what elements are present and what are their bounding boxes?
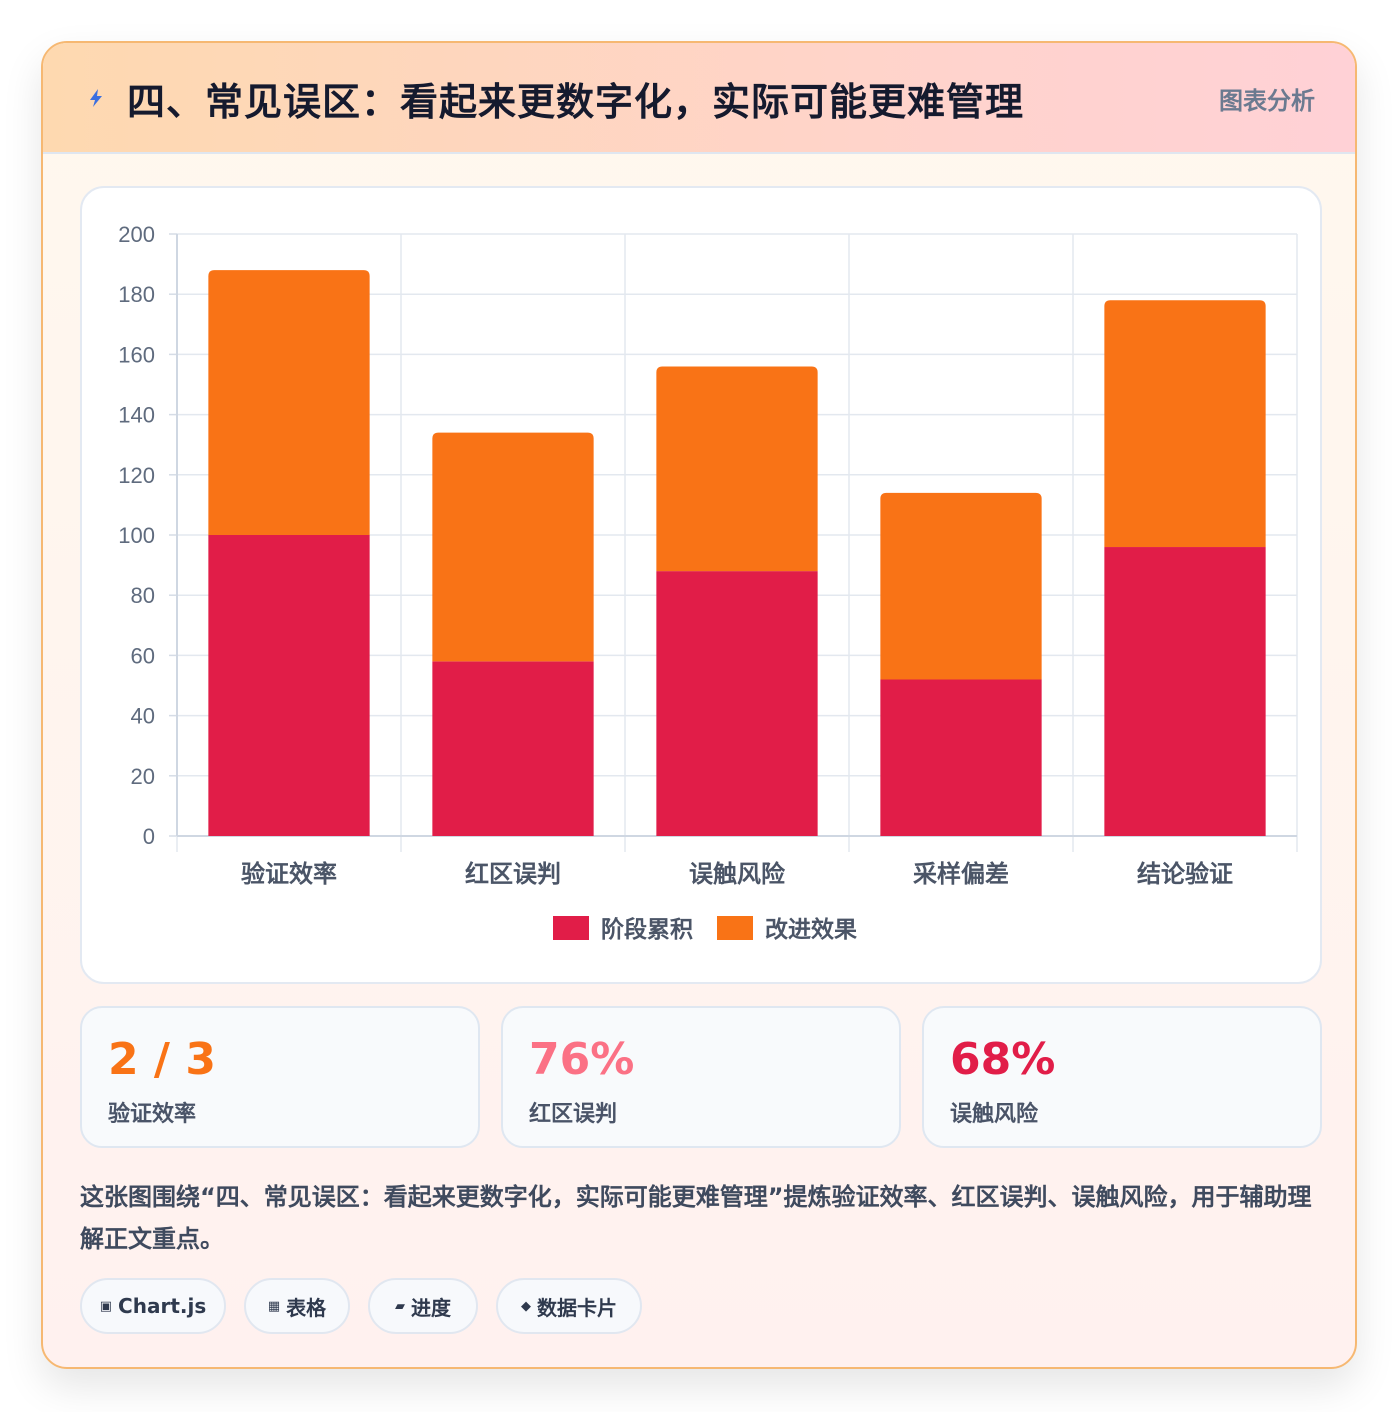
x-tick-label: 结论验证 (1137, 860, 1233, 888)
bar-improve (432, 432, 594, 662)
chart-summary: 这张图围绕“四、常见误区：看起来更数字化，实际可能更难管理”提炼验证效率、红区误… (80, 1183, 1312, 1253)
bar-stage (1104, 547, 1266, 836)
chip-data-card[interactable]: ◆ 数据卡片 (496, 1278, 642, 1334)
x-tick-label: 误触风险 (689, 860, 786, 888)
bar-improve (880, 492, 1042, 680)
chart-analysis-tag: 图表分析 (1219, 87, 1315, 115)
y-tick-label: 80 (131, 583, 155, 608)
stat-card-2: 76% 红区误判 (501, 1006, 901, 1148)
stat-value: 76% (529, 1034, 635, 1085)
stacked-bar-chart: 0 20 40 60 80 100 120 140 160 180 200 验证效率 红区误判 误触风险 采… (118, 222, 1298, 943)
stat-label: 验证效率 (108, 1102, 197, 1127)
stat-label: 红区误判 (529, 1102, 618, 1127)
bar-improve (656, 366, 818, 572)
x-tick-label: 红区误判 (465, 860, 561, 888)
y-tick-label: 160 (118, 342, 155, 367)
bar-improve (1104, 300, 1266, 548)
y-tick-label: 20 (131, 764, 155, 789)
chip-label: 数据卡片 (537, 1295, 617, 1320)
chip-label: 表格 (286, 1295, 327, 1320)
legend-label: 阶段累积 (601, 916, 693, 943)
y-tick-label: 0 (143, 824, 155, 849)
lightning-icon (90, 89, 102, 107)
legend-swatch (553, 916, 589, 940)
bar-stage (880, 679, 1042, 836)
progress-icon: ▰ (395, 1298, 405, 1314)
chip-chartjs[interactable]: ▣ Chart.js (80, 1278, 226, 1334)
bar-stage (432, 661, 594, 836)
chip-label: Chart.js (118, 1294, 207, 1318)
stat-card-1: 2 / 3 验证效率 (80, 1006, 480, 1148)
y-tick-label: 60 (131, 643, 155, 668)
chip-table[interactable]: ▦ 表格 (244, 1278, 350, 1334)
y-tick-label: 120 (118, 463, 155, 488)
bar-improve (208, 270, 370, 535)
y-tick-label: 40 (131, 704, 155, 729)
x-tick-label: 验证效率 (241, 860, 337, 888)
stat-label: 误触风险 (950, 1102, 1039, 1127)
bar-stage (208, 535, 370, 836)
x-tick-label: 采样偏差 (913, 860, 1009, 888)
legend-label: 改进效果 (765, 916, 857, 943)
stat-value: 2 / 3 (108, 1034, 216, 1085)
chart-card: 四、常见误区：看起来更数字化，实际可能更难管理 图表分析 0 20 40 60 80 10… (41, 41, 1357, 1369)
card-header: 四、常见误区：看起来更数字化，实际可能更难管理 图表分析 (43, 43, 1355, 154)
chart-icon: ▣ (99, 1298, 113, 1314)
stat-card-3: 68% 误触风险 (922, 1006, 1322, 1148)
chart-panel: 0 20 40 60 80 100 120 140 160 180 200 验证效率 红区误判 误触风险 采… (80, 186, 1322, 984)
stat-value: 68% (950, 1034, 1056, 1085)
y-tick-label: 100 (118, 523, 155, 548)
chip-label: 进度 (411, 1295, 451, 1320)
diamond-icon: ◆ (521, 1298, 531, 1314)
y-tick-label: 200 (118, 222, 155, 247)
chip-progress[interactable]: ▰ 进度 (368, 1278, 478, 1334)
table-icon: ▦ (267, 1298, 281, 1314)
y-tick-label: 140 (118, 403, 155, 428)
card-title: 四、常见误区：看起来更数字化，实际可能更难管理 (127, 80, 1025, 124)
bar-stage (656, 571, 818, 836)
legend-swatch (717, 916, 753, 940)
y-tick-label: 180 (118, 282, 155, 307)
